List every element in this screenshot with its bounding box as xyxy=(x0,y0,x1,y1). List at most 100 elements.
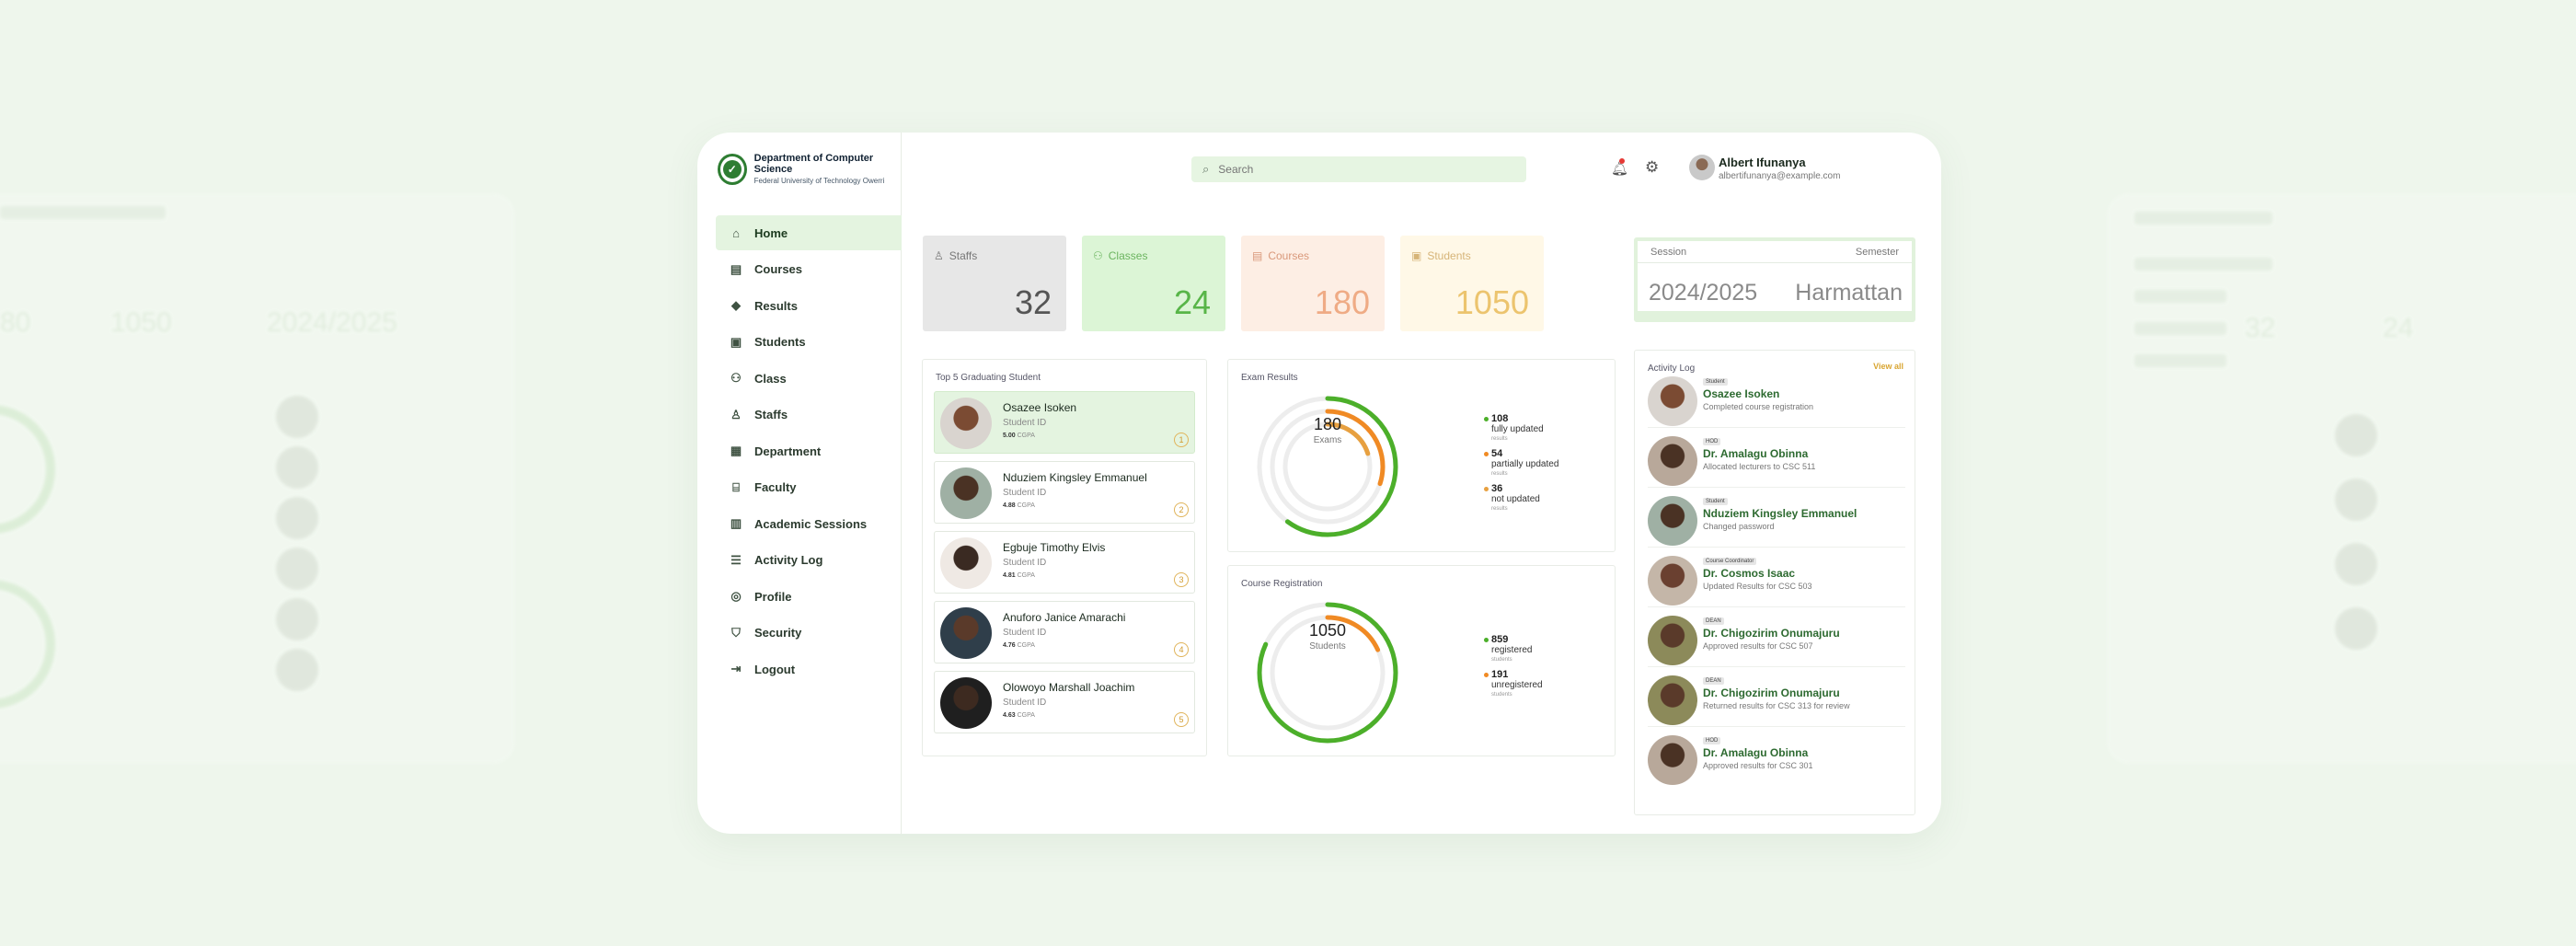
background-ghost-left: 80 1050 2024/2025 xyxy=(0,193,515,764)
stat-label: Students xyxy=(1427,249,1471,262)
semester-label: Semester xyxy=(1855,247,1899,258)
search-bar[interactable]: ⌕ xyxy=(1191,156,1526,182)
legend-item: 191 unregistered students xyxy=(1484,669,1543,698)
sidebar-item-staffs[interactable]: ♙ Staffs xyxy=(716,398,902,433)
stat-card-staffs[interactable]: ♙ Staffs 32 xyxy=(923,236,1066,331)
avatar xyxy=(940,537,992,589)
sidebar-item-label: Results xyxy=(754,298,798,313)
list-item[interactable]: Egbuje Timothy Elvis Student ID 4.81 CGP… xyxy=(934,531,1195,594)
brand: ✓ Department of Computer Science Federal… xyxy=(718,153,901,185)
activity-item[interactable]: HOD Dr. Amalagu Obinna Allocated lecture… xyxy=(1648,431,1905,488)
ghost-stat: 32 xyxy=(2245,313,2276,343)
legend-dot xyxy=(1484,638,1489,642)
stat-value: 24 xyxy=(1173,283,1211,321)
book-icon: ▤ xyxy=(1252,249,1263,262)
list-item[interactable]: Anuforo Janice Amarachi Student ID 4.76 … xyxy=(934,601,1195,663)
stat-card-classes[interactable]: ⚇ Classes 24 xyxy=(1082,236,1225,331)
sidebar-item-label: Students xyxy=(754,335,806,349)
ghost-nav xyxy=(2134,258,2272,271)
sidebar-item-faculty[interactable]: ⌸ Faculty xyxy=(716,470,902,505)
sidebar-item-students[interactable]: ▣ Students xyxy=(716,325,902,360)
list-item[interactable]: Olowoyo Marshall Joachim Student ID 4.63… xyxy=(934,671,1195,733)
profile-icon: ◎ xyxy=(730,589,742,603)
search-input[interactable] xyxy=(1218,163,1495,176)
top-students-panel: Top 5 Graduating Student Osazee Isoken S… xyxy=(922,359,1207,756)
avatar xyxy=(1648,616,1697,665)
stat-value: 32 xyxy=(1014,283,1052,321)
activity-description: Allocated lecturers to CSC 511 xyxy=(1703,462,1816,471)
student-cgpa: 4.63 CGPA xyxy=(1003,712,1035,719)
activity-description: Updated Results for CSC 503 xyxy=(1703,582,1812,591)
activity-item[interactable]: Course Coordinator Dr. Cosmos Isaac Upda… xyxy=(1648,550,1905,607)
ghost-stat: 1050 xyxy=(110,307,172,338)
avatar xyxy=(1648,675,1697,725)
user-icon: ♙ xyxy=(730,407,742,421)
ghost-avatar xyxy=(276,548,318,590)
ghost-brand xyxy=(2134,212,2272,225)
donut-arc-partially-updated xyxy=(1270,409,1386,525)
stat-card-students[interactable]: ▣ Students 1050 xyxy=(1400,236,1544,331)
exam-legend: 108 fully updated results 54 partially upda… xyxy=(1484,413,1558,518)
sidebar-item-department[interactable]: ▦ Department xyxy=(716,433,902,468)
activity-description: Approved results for CSC 507 xyxy=(1703,641,1813,651)
dashboard-window: ✓ Department of Computer Science Federal… xyxy=(697,133,1941,834)
building-icon: ⌸ xyxy=(732,479,740,494)
calendar-icon: ▥ xyxy=(730,516,742,530)
activity-user-name: Dr. Cosmos Isaac xyxy=(1703,567,1796,580)
legend-item: 54 partially updated results xyxy=(1484,448,1558,478)
ghost-avatar xyxy=(276,497,318,539)
donut-total: 180 xyxy=(1313,415,1342,433)
sidebar-item-results[interactable]: ◆ Results xyxy=(716,288,902,323)
sidebar-item-label: Faculty xyxy=(754,480,797,494)
sidebar-item-label: Logout xyxy=(754,662,796,676)
student-cgpa: 4.81 CGPA xyxy=(1003,572,1035,579)
logout-icon: ⇥ xyxy=(730,662,742,675)
session-value: 2024/2025 xyxy=(1649,280,1758,306)
sidebar-item-security[interactable]: ⛉ Security xyxy=(716,616,902,651)
avatar xyxy=(1648,496,1697,546)
stat-card-courses[interactable]: ▤ Courses 180 xyxy=(1241,236,1385,331)
role-badge: DEAN xyxy=(1703,677,1724,685)
sidebar-item-home[interactable]: ⌂ Home xyxy=(716,215,902,250)
stat-label: Classes xyxy=(1108,249,1148,262)
list-item[interactable]: Nduziem Kingsley Emmanuel Student ID 4.8… xyxy=(934,461,1195,524)
group-icon: ⚇ xyxy=(730,371,742,385)
rank-badge: 2 xyxy=(1174,502,1189,517)
role-badge: DEAN xyxy=(1703,617,1724,625)
gear-icon[interactable]: ⚙ xyxy=(1645,158,1660,176)
user-icon: ♙ xyxy=(934,249,944,262)
sidebar-item-academic-sessions[interactable]: ▥ Academic Sessions xyxy=(716,506,902,541)
activity-item[interactable]: Student Osazee Isoken Completed course r… xyxy=(1648,371,1905,428)
legend-item: 859 registered students xyxy=(1484,634,1543,663)
search-icon: ⌕ xyxy=(1202,162,1210,176)
sidebar-item-courses[interactable]: ▤ Courses xyxy=(716,252,902,287)
sidebar-item-class[interactable]: ⚇ Class xyxy=(716,361,902,396)
rank-badge: 3 xyxy=(1174,572,1189,587)
sidebar-item-profile[interactable]: ◎ Profile xyxy=(716,579,902,614)
ghost-donut xyxy=(0,580,55,709)
avatar xyxy=(940,607,992,659)
list-item[interactable]: Osazee Isoken Student ID 5.00 CGPA 1 xyxy=(934,391,1195,454)
notification-bell-icon[interactable]: 🔔︎ xyxy=(1611,161,1629,177)
sidebar-item-label: Activity Log xyxy=(754,553,823,567)
ghost-search xyxy=(0,206,166,219)
background-ghost-right: 32 24 xyxy=(2107,193,2576,764)
sidebar-item-activity-log[interactable]: ☰ Activity Log xyxy=(716,543,902,578)
role-badge: Student xyxy=(1703,378,1728,386)
activity-item[interactable]: DEAN Dr. Chigozirim Onumajuru Returned r… xyxy=(1648,670,1905,727)
university-logo-icon: ✓ xyxy=(718,153,747,185)
activity-log-panel: Activity Log View all Student Osazee Iso… xyxy=(1634,350,1915,815)
legend-dot xyxy=(1484,487,1489,491)
rank-badge: 4 xyxy=(1174,642,1189,657)
activity-item[interactable]: DEAN Dr. Chigozirim Onumajuru Approved r… xyxy=(1648,610,1905,667)
activity-item[interactable]: HOD Dr. Amalagu Obinna Approved results … xyxy=(1648,730,1905,787)
shield-icon: ⛉ xyxy=(731,625,741,640)
view-all-link[interactable]: View all xyxy=(1873,362,1903,371)
sidebar-item-logout[interactable]: ⇥ Logout xyxy=(716,652,902,686)
session-card: Session Semester 2024/2025 Harmattan xyxy=(1634,237,1915,322)
course-registration-panel: Course Registration 1050 Students 859 reg… xyxy=(1227,565,1616,756)
role-badge: Student xyxy=(1703,498,1728,505)
avatar[interactable] xyxy=(1689,155,1715,180)
activity-item[interactable]: Student Nduziem Kingsley Emmanuel Change… xyxy=(1648,490,1905,548)
activity-user-name: Dr. Chigozirim Onumajuru xyxy=(1703,686,1840,699)
